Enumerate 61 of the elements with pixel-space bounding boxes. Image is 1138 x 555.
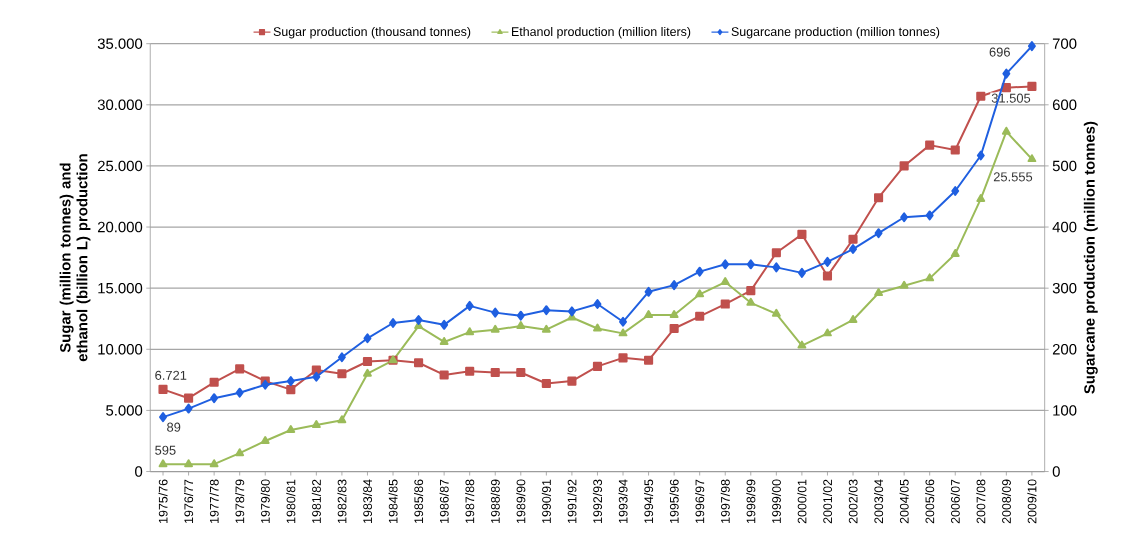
- x-tick-label: 2003/04: [874, 479, 884, 524]
- x-tick-label: 1992/93: [592, 479, 603, 523]
- x-tick-label: 2004/05: [899, 479, 909, 524]
- x-tick-label: 1975/76: [158, 479, 168, 523]
- y2-tick-label: 700: [1052, 38, 1077, 49]
- x-tick-label: 2005/06: [925, 479, 935, 524]
- data-label: 595: [155, 445, 176, 455]
- x-tick-label: 1997/98: [720, 479, 730, 523]
- x-tick-label: 1979/80: [260, 479, 270, 523]
- legend-label: Sugarcane production (million tonnes): [731, 26, 940, 39]
- data-label: 6.721: [155, 370, 187, 380]
- y2-tick-label: 200: [1052, 344, 1077, 355]
- x-tick-label: 1984/85: [388, 479, 398, 523]
- x-tick-label: 1983/84: [362, 479, 373, 523]
- x-tick-label: 1989/90: [516, 479, 526, 523]
- legend-label: Ethanol production (million liters): [512, 26, 691, 39]
- y-tick-label: 15.000: [98, 282, 143, 294]
- x-tick-label: 2000/01: [797, 479, 807, 524]
- y-tick-label: 0: [135, 466, 143, 477]
- x-tick-label: 2007/08: [976, 479, 986, 524]
- y-tick-label: 5.000: [106, 405, 143, 416]
- y2-tick-label: 500: [1052, 160, 1077, 172]
- y-tick-label: 10.000: [98, 344, 143, 355]
- legend-label: Sugar production (thousand tonnes): [273, 26, 471, 39]
- x-tick-label: 1976/77: [184, 479, 194, 523]
- x-tick-label: 1977/78: [209, 479, 219, 523]
- y-tick-label: 30.000: [97, 99, 143, 111]
- x-tick-label: 1987/88: [465, 479, 475, 523]
- x-tick-label: 1994/95: [644, 479, 654, 523]
- data-label: 25.555: [993, 172, 1033, 182]
- x-tick-label: 1995/96: [669, 479, 679, 523]
- x-tick-label: 1991/92: [567, 479, 577, 523]
- y-tick-label: 20.000: [97, 221, 143, 233]
- x-tick-label: 1988/89: [490, 479, 500, 523]
- x-tick-label: 1986/87: [439, 479, 449, 523]
- x-tick-label: 2006/07: [950, 479, 960, 524]
- x-tick-label: 1999/00: [771, 479, 781, 523]
- x-tick-label: 2009/10: [1027, 479, 1037, 524]
- y2-tick-label: 400: [1052, 221, 1077, 233]
- y2-tick-label: 100: [1053, 405, 1077, 416]
- y2-tick-label: 0: [1052, 466, 1060, 477]
- x-tick-label: 1980/81: [286, 479, 296, 523]
- y2-tick-label: 300: [1052, 282, 1077, 294]
- x-tick-label: 2001/02: [822, 479, 833, 524]
- y2-axis-title: Sugarcane production (million tonnes): [1083, 121, 1098, 394]
- x-tick-label: 1985/86: [414, 479, 424, 523]
- x-tick-label: 1996/97: [695, 479, 705, 523]
- x-tick-label: 2002/03: [848, 479, 858, 524]
- y-tick-label: 35.000: [97, 38, 143, 49]
- data-label: 89: [167, 422, 181, 432]
- x-tick-label: 1982/83: [337, 479, 347, 523]
- x-tick-label: 2008/09: [1001, 479, 1011, 524]
- y-axis-title: Sugar (million tonnes) and ethanol (billion L) production: [59, 154, 91, 362]
- x-tick-label: 1990/91: [541, 479, 551, 523]
- data-label: 696: [989, 47, 1010, 57]
- y-tick-label: 25.000: [97, 160, 143, 172]
- x-tick-label: 1981/82: [311, 479, 321, 523]
- y2-tick-label: 600: [1052, 99, 1077, 111]
- x-tick-label: 1998/99: [746, 479, 756, 523]
- x-tick-label: 1993/94: [618, 479, 628, 523]
- x-tick-label: 1978/79: [235, 479, 245, 523]
